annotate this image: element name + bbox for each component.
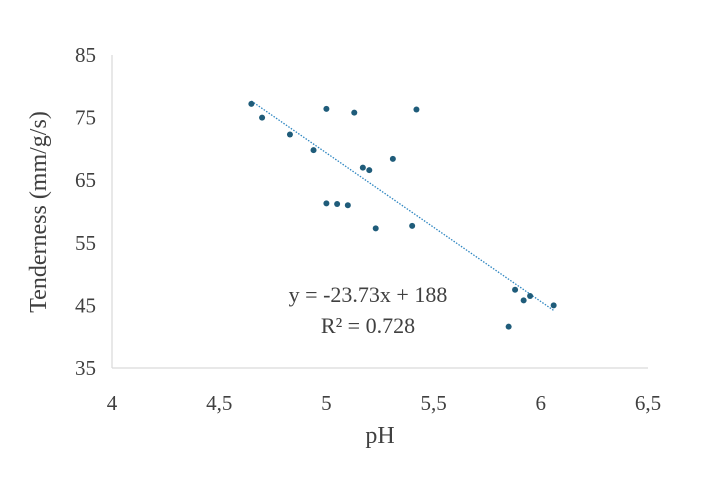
x-tick-label: 6 xyxy=(536,391,547,415)
trendline-group xyxy=(250,100,555,311)
data-point xyxy=(372,225,379,232)
data-point xyxy=(359,164,366,171)
trendline xyxy=(250,100,555,311)
data-point xyxy=(389,155,396,162)
data-point xyxy=(344,202,351,209)
trendline-equation: y = -23.73x + 188 xyxy=(289,282,448,307)
data-point xyxy=(409,222,416,229)
data-point xyxy=(323,200,330,207)
x-tick-label: 6,5 xyxy=(635,391,661,415)
x-tick-labels: 4 4,5 5 5,5 6 6,5 xyxy=(107,391,661,415)
data-point xyxy=(286,131,293,138)
y-tick-label: 55 xyxy=(75,231,96,255)
y-tick-label: 45 xyxy=(75,293,96,317)
y-tick-labels: 35 45 55 65 75 85 xyxy=(75,43,96,380)
x-tick-label: 5,5 xyxy=(420,391,446,415)
data-point xyxy=(512,286,519,293)
y-tick-label: 35 xyxy=(75,356,96,380)
data-point xyxy=(248,100,255,107)
data-point xyxy=(351,109,358,116)
x-axis-title: pH xyxy=(365,423,394,449)
data-point xyxy=(413,106,420,113)
axes-group xyxy=(111,55,648,369)
data-point xyxy=(550,302,557,309)
data-point xyxy=(527,293,534,300)
x-tick-label: 5 xyxy=(321,391,332,415)
y-tick-label: 65 xyxy=(75,168,96,192)
data-point xyxy=(259,114,266,121)
data-point xyxy=(310,147,317,154)
y-tick-label: 75 xyxy=(75,106,96,130)
r-squared-label: R² = 0.728 xyxy=(321,313,415,338)
data-point xyxy=(366,167,373,174)
data-point xyxy=(505,323,512,330)
data-point xyxy=(323,105,330,112)
x-tick-label: 4,5 xyxy=(206,391,232,415)
y-tick-label: 85 xyxy=(75,43,96,67)
data-point xyxy=(334,200,341,207)
y-axis-title: Tenderness (mm/g/s) xyxy=(26,111,52,313)
x-tick-label: 4 xyxy=(107,391,118,415)
data-points xyxy=(248,100,557,330)
data-point xyxy=(520,297,527,304)
